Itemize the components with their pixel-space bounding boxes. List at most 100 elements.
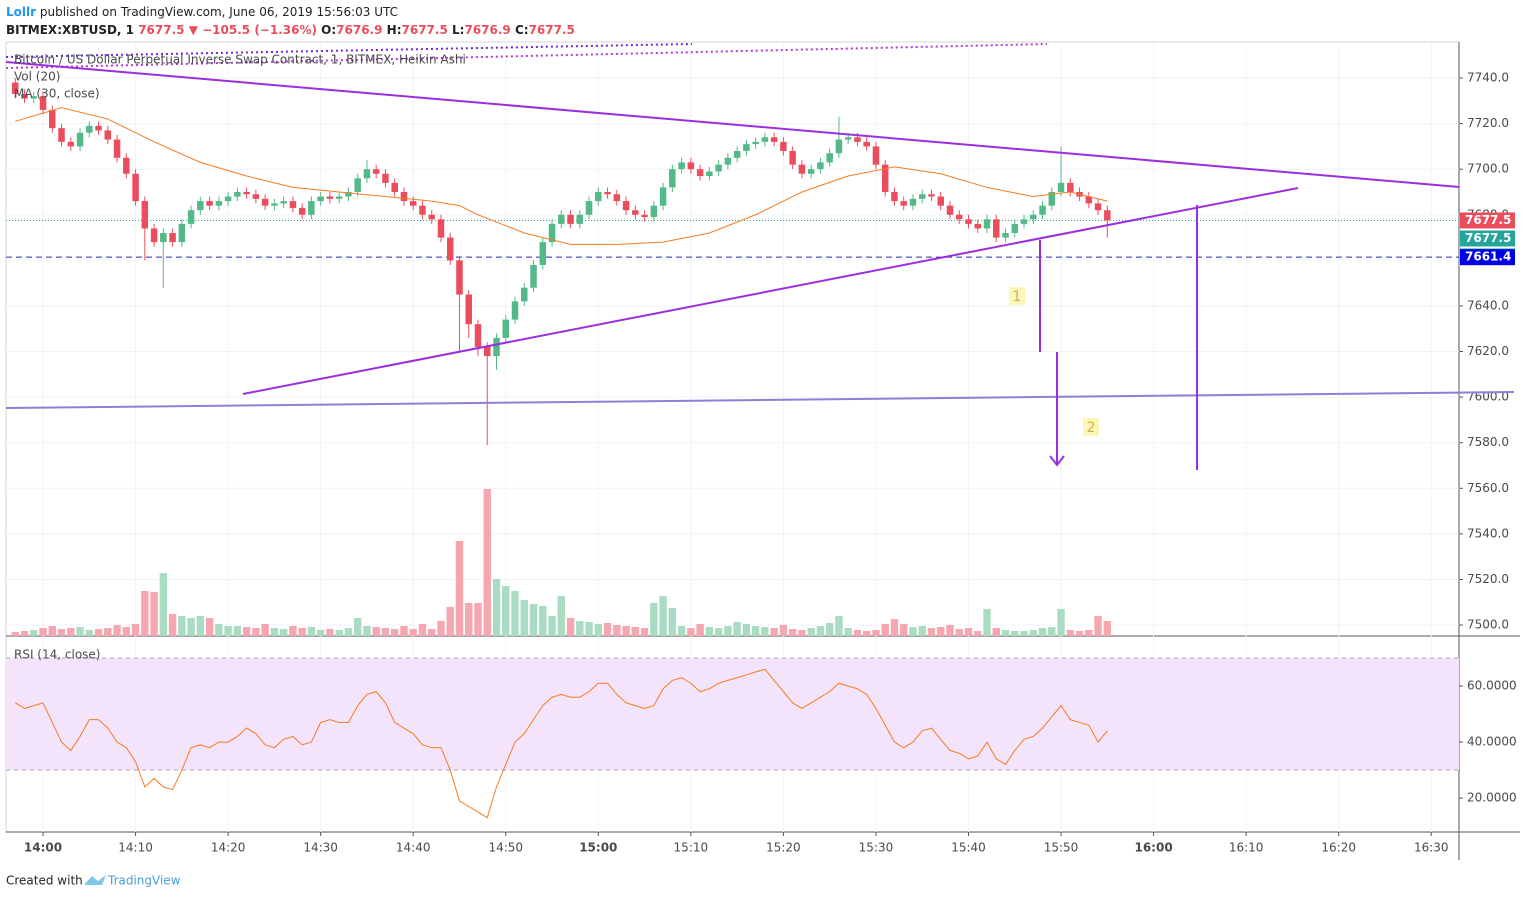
candle-body [687,162,695,170]
candle-body [918,194,926,199]
arrow-head [1049,455,1065,467]
candle-body [160,233,167,243]
candle-body [363,169,371,179]
candle-body [58,128,65,142]
volume-bar [844,628,852,636]
support-line [5,391,1515,409]
volume-bar [353,618,362,636]
candle-body [854,137,861,142]
candle-body [234,191,241,197]
candle-body [1094,203,1102,211]
volume-bar [224,626,232,636]
volume-bar [1057,609,1065,636]
footer-created: Created with [6,874,83,888]
candle-body [937,196,944,206]
candle-body [835,139,843,154]
x-tick-label: 15:20 [766,841,801,855]
volume-bar [603,623,612,636]
volume-bar [85,630,93,636]
trend-line [5,61,1460,188]
candle-body [123,157,130,174]
candle-body [770,137,778,142]
volume-bar [298,628,306,636]
y-tick-label: 7500.0 [1467,618,1509,632]
volume-bar [270,628,279,636]
candle-body [317,196,324,202]
x-tick-label: 16:30 [1414,841,1449,855]
volume-bar [261,624,269,636]
volume-bar [390,629,399,636]
candle-body [67,141,75,147]
candle-body [456,260,463,295]
volume-bar [381,628,390,636]
volume-bar [252,628,260,636]
note-box [1009,287,1025,305]
volume-bar [215,624,223,636]
candle-body [419,205,426,215]
candle-body [493,337,500,357]
last: 7677.5 [138,23,184,37]
volume-bar [909,627,917,636]
volume-bar [205,618,214,636]
volume-bar [974,631,982,636]
candle-body [280,201,287,204]
x-tick-label: 14:00 [24,841,62,855]
candle-body [752,141,759,145]
candle-body [696,169,704,177]
volume-bar [94,629,103,636]
volume-bar [946,625,954,636]
volume-bar [881,624,889,636]
volume-bar [104,628,112,636]
x-tick-label: 16:20 [1321,841,1356,855]
candle-body [150,228,158,243]
volume-bar [529,604,538,636]
last-price-label: 7677.5 [1465,231,1511,245]
candle-body [807,169,815,174]
candle-body [733,150,741,158]
y-tick-label: 7700.0 [1467,162,1509,176]
candle-body [1011,223,1019,234]
volume-bar [798,630,806,636]
ma-line [15,107,1108,245]
volume-bar [289,626,297,636]
candle-body [863,141,870,147]
volume-bar [835,616,843,636]
x-tick-label: 14:20 [211,841,246,855]
volume-bar [714,628,723,636]
candle-body [669,169,676,188]
volume-bar [1029,630,1037,636]
candle-body [30,96,38,99]
y-tick-label: 20.0000 [1467,791,1517,805]
candle-body [252,194,260,199]
dotted-line [5,43,1048,69]
volume-bar [742,624,751,636]
volume-bar [1020,631,1028,636]
candle-body [826,153,833,163]
candle-body [437,219,445,238]
candle-body [558,214,565,224]
last-price-label: 7677.5 [1465,213,1511,227]
candle-body [641,214,648,218]
candle-body [382,173,389,183]
note: 2 [1087,420,1096,436]
candle-body [206,201,213,206]
volume-bar [178,616,186,636]
rsi-band [6,658,1459,771]
header: Lollr published on TradingView.com, June… [6,5,398,19]
volume-bar [733,622,741,636]
candle-body [502,319,509,338]
y-tick-label: 40.0000 [1467,735,1517,749]
candle-body [539,242,547,265]
candle-body [983,219,991,229]
volume-bar [492,579,501,636]
volume-bar [900,624,908,636]
candle-body [215,201,223,206]
x-tick-label: 15:30 [859,841,894,855]
candle-body [1030,214,1037,220]
volume-bar [483,489,491,636]
candle-body [567,214,574,224]
volume-bar [1001,630,1010,636]
candle-body [881,164,889,192]
symbol: BITMEX:XBTUSD, 1 [6,23,134,37]
candle-body [409,201,417,206]
